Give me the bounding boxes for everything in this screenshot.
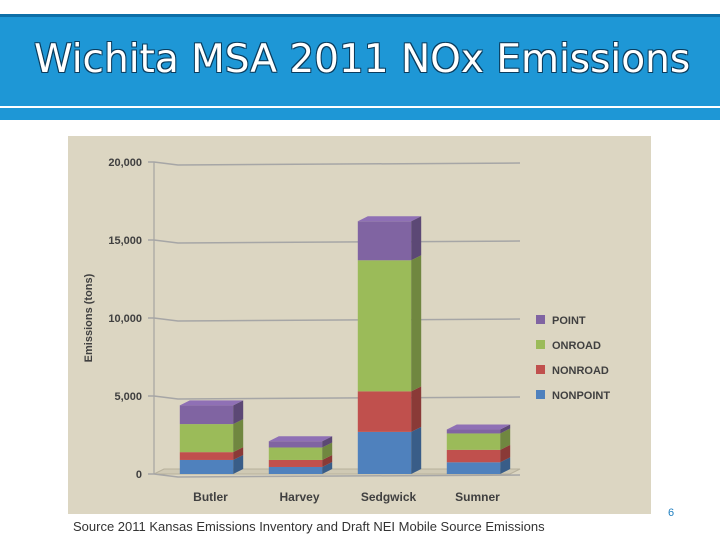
- stacked-bar-chart: 0 5,000 10,000 15,000 20,000 Emissions (tons)…: [83, 157, 610, 504]
- bar-segment-sumner-onroad: [446, 428, 511, 450]
- bar-segment-sedgwick-nonpoint: [357, 426, 422, 474]
- gridline: [148, 317, 521, 322]
- bar-segment-harvey-nonpoint: [268, 461, 333, 474]
- legend-entry-nonpoint: NONPOINT: [536, 390, 610, 402]
- svg-text:NONROAD: NONROAD: [552, 365, 609, 377]
- source-note: Source 2011 Kansas Emissions Inventory a…: [73, 519, 545, 534]
- slide-title: Wichita MSA 2011 NOx Emissions: [34, 37, 691, 82]
- legend-entry-onroad: ONROAD: [536, 340, 601, 352]
- gridline: [148, 239, 521, 244]
- bar-segment-butler-point: [179, 400, 244, 425]
- page-number: 6: [668, 507, 675, 519]
- svg-text:ONROAD: ONROAD: [552, 340, 601, 352]
- bar-segment-harvey-point: [268, 436, 333, 448]
- bar-segment-sedgwick-point: [357, 216, 422, 261]
- y-tick-label: 15,000: [108, 235, 142, 247]
- y-tick-label: 5,000: [114, 391, 142, 403]
- y-tick-label: 10,000: [108, 313, 142, 325]
- x-tick-label: Harvey: [279, 490, 319, 504]
- y-tick-label: 20,000: [108, 157, 142, 169]
- x-tick-label: Butler: [193, 490, 228, 504]
- legend-entry-nonroad: NONROAD: [536, 365, 609, 377]
- title-bar: Wichita MSA 2011 NOx Emissions: [0, 14, 720, 120]
- svg-text:POINT: POINT: [552, 315, 586, 327]
- bar-segment-butler-nonroad: [179, 447, 244, 460]
- legend-entry-point: POINT: [536, 315, 586, 327]
- bar-segment-sumner-nonroad: [446, 444, 511, 463]
- svg-text:NONPOINT: NONPOINT: [552, 390, 610, 402]
- y-axis-label: Emissions (tons): [83, 273, 95, 362]
- gridline: [148, 473, 521, 478]
- x-tick-label: Sumner: [455, 490, 500, 504]
- x-tick-label: Sedgwick: [361, 490, 417, 504]
- bar-segment-sumner-point: [446, 424, 511, 434]
- title-underband: [0, 108, 720, 120]
- bar-segment-sedgwick-nonroad: [357, 386, 422, 432]
- bar-segment-sumner-nonpoint: [446, 457, 511, 474]
- chart-container: 0 5,000 10,000 15,000 20,000 Emissions (tons)…: [68, 136, 651, 514]
- gridline: [148, 395, 521, 400]
- bar-segment-sedgwick-onroad: [357, 255, 422, 392]
- bar-segment-butler-onroad: [179, 419, 244, 453]
- bar-segment-butler-nonpoint: [179, 454, 244, 474]
- gridline: [148, 161, 521, 166]
- y-tick-label: 0: [136, 469, 142, 481]
- bar-segment-harvey-onroad: [268, 442, 333, 460]
- bar-segment-harvey-nonroad: [268, 454, 333, 467]
